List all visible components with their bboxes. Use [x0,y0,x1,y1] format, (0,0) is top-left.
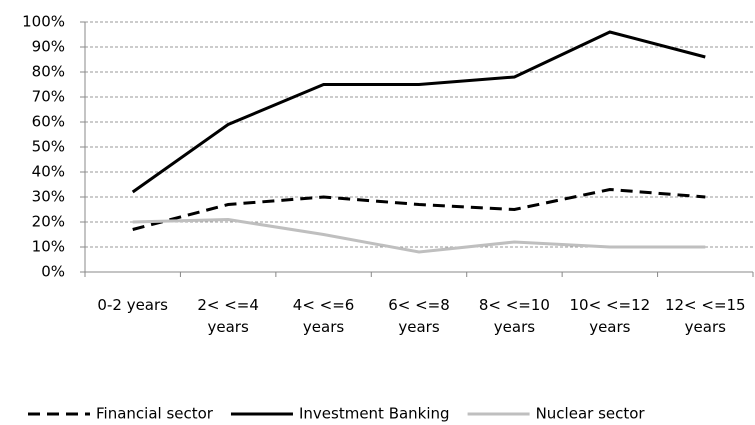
series-line [132,187,706,231]
x-tick-label: 12< <=15 years [664,296,746,336]
y-tick-label: 70% [32,88,65,106]
x-tick-label: 0-2 years [97,296,168,314]
legend-label: Financial sector [96,405,214,423]
y-tick-label: 90% [32,38,65,56]
x-tick-label: 2< <=4 years [197,296,259,336]
x-tick-label: 8< <=10 years [478,296,550,336]
x-tick-label: 4< <=6 years [292,296,355,336]
y-tick-label: 80% [32,63,65,81]
y-tick-label: 60% [32,113,65,131]
x-tick-label: 6< <=8 years [388,296,450,336]
y-tick-label: 0% [41,263,65,281]
y-tick-label: 20% [32,213,65,231]
y-tick-label: 10% [32,238,65,256]
y-tick-label: 100% [22,13,65,31]
legend-label: Nuclear sector [536,405,646,423]
series-line [131,30,706,194]
y-tick-label: 30% [32,188,65,206]
x-tick-label: 10< <=12 years [569,296,651,336]
legend-label: Investment Banking [299,405,450,423]
series-line [132,217,706,254]
y-tick-label: 50% [32,138,65,156]
y-tick-label: 40% [32,163,65,181]
